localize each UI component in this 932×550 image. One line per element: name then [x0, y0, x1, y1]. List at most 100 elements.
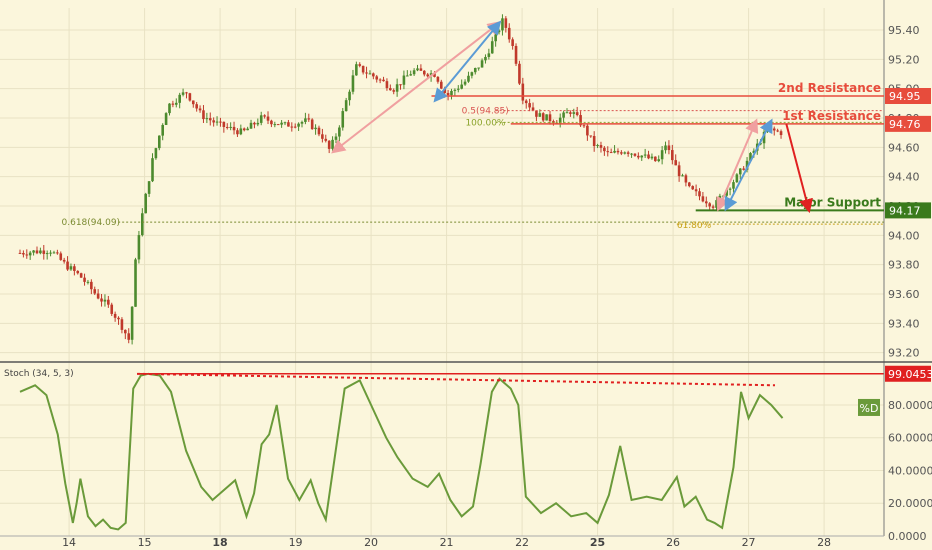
x-tick-label: 28: [817, 536, 831, 549]
candle-body: [545, 114, 548, 121]
candle-body: [66, 261, 69, 270]
price-tick-label: 93.80: [888, 259, 920, 272]
candle-body: [246, 128, 249, 131]
candle-body: [28, 252, 32, 256]
candle-body: [399, 84, 402, 86]
candle-body: [69, 266, 73, 270]
candle-body: [698, 191, 701, 197]
price-tick-label: 94.00: [888, 229, 920, 242]
x-tick-label: 25: [590, 536, 605, 549]
candle-body: [321, 134, 324, 139]
candle-body: [684, 175, 688, 183]
candle-body: [514, 45, 518, 64]
stoch-trendline: [137, 372, 776, 387]
level-tag-text: 94.17: [889, 204, 921, 217]
candle-body: [708, 203, 711, 207]
price-tick-label: 93.40: [888, 317, 920, 330]
candle-body: [212, 120, 215, 123]
candle-body: [59, 253, 63, 260]
candle-body: [124, 329, 127, 334]
candle-body: [501, 18, 504, 31]
candle-body: [446, 92, 450, 96]
candle-body: [494, 32, 497, 42]
candle-body: [572, 112, 576, 114]
candle-body: [406, 75, 409, 77]
candle-body: [334, 136, 338, 140]
candle-body: [586, 125, 589, 136]
level-tag-box: [885, 115, 931, 132]
candle-body: [701, 196, 705, 202]
candle-body: [637, 155, 640, 158]
candle-body: [507, 27, 511, 40]
candle-body: [225, 126, 229, 128]
candle-body: [62, 259, 66, 262]
candle-body: [202, 110, 205, 120]
ind-tick-label: 80.0000: [888, 399, 932, 412]
candle-body: [691, 186, 695, 190]
candle-body: [521, 83, 525, 101]
candle-body: [477, 67, 480, 69]
candle-body: [490, 41, 494, 54]
candle-body: [732, 182, 735, 189]
candle-body: [772, 128, 776, 131]
candle-body: [168, 103, 171, 114]
candle-body: [677, 165, 681, 177]
candle-body: [389, 88, 392, 91]
candle-body: [297, 123, 300, 127]
stoch-tag-box: [885, 365, 931, 382]
candle-body: [164, 113, 168, 125]
candle-body: [49, 252, 52, 254]
candle-body: [654, 156, 657, 162]
candle-body: [110, 304, 114, 314]
candle-body: [219, 121, 222, 123]
fib-label: 0.5(94.85): [462, 107, 509, 117]
projection-arrow: [724, 118, 773, 212]
level-tag-box: [885, 202, 931, 219]
candle-body: [643, 154, 647, 156]
candle-body: [382, 79, 385, 82]
candle-body: [83, 277, 86, 282]
candle-body: [56, 252, 59, 254]
candle-body: [426, 74, 429, 77]
indicator-panel: Stoch (34, 5, 3) 99.0453 %D: [4, 365, 932, 531]
candle-body: [338, 127, 341, 137]
candle-body: [769, 128, 773, 130]
candle-body: [504, 18, 508, 28]
fib-label: 61.80%: [677, 221, 712, 231]
candle-body: [22, 253, 25, 255]
candle-body: [375, 76, 379, 80]
x-tick-label: 18: [212, 536, 227, 549]
candle-body: [385, 81, 389, 89]
down-arrow: [785, 123, 813, 214]
candle-body: [249, 122, 253, 129]
candle-body: [776, 130, 779, 132]
candle-body: [626, 152, 630, 154]
candle-body: [463, 81, 467, 85]
candle-body: [378, 79, 382, 81]
series-tag-box: [858, 398, 880, 416]
candle-body: [487, 53, 491, 57]
candle-body: [538, 113, 542, 117]
ind-tick-label: 60.0000: [888, 432, 932, 445]
candle-body: [39, 250, 42, 254]
candle-body: [562, 112, 565, 118]
candle-body: [439, 81, 443, 89]
candle-body: [215, 121, 219, 123]
candle-body: [239, 128, 243, 135]
candle-body: [674, 160, 678, 166]
candle-body: [341, 111, 345, 128]
candle-body: [229, 126, 232, 128]
candle-body: [423, 70, 426, 75]
candle-body: [535, 110, 538, 117]
level-tag-text: 94.95: [889, 90, 921, 103]
candle-body: [293, 126, 297, 128]
candle-body: [107, 299, 110, 305]
x-tick-label: 26: [666, 536, 680, 549]
candle-body: [232, 126, 236, 131]
candle-body: [208, 118, 212, 121]
candle-body: [518, 63, 521, 84]
candle-body: [606, 151, 610, 153]
candle-body: [660, 150, 664, 160]
candle-body: [633, 153, 637, 156]
